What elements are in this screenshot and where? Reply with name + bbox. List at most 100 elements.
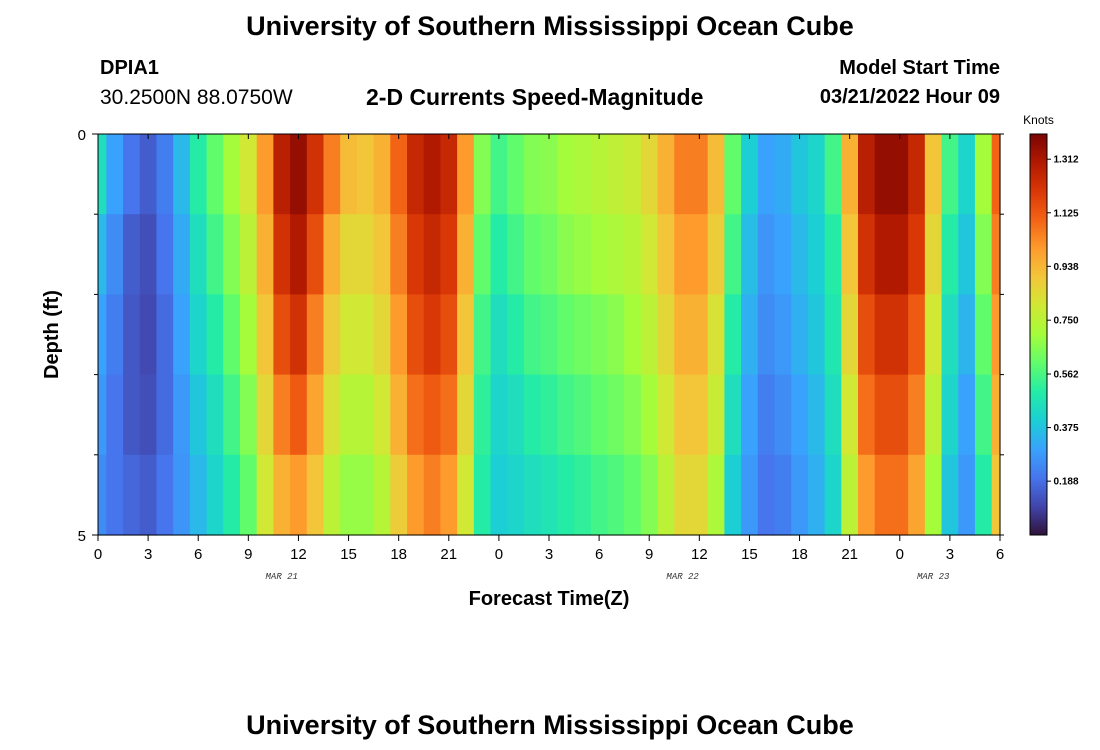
heatmap-cell bbox=[340, 374, 358, 456]
heatmap-cell bbox=[507, 454, 525, 536]
heatmap-cell bbox=[858, 294, 876, 376]
heatmap-cell bbox=[624, 374, 642, 456]
heatmap-cell bbox=[874, 294, 893, 376]
heatmap-cell bbox=[841, 294, 859, 376]
heatmap-cell bbox=[139, 374, 158, 456]
heatmap-cell bbox=[657, 134, 675, 215]
date-label: MAR 22 bbox=[666, 572, 699, 582]
heatmap-cell bbox=[858, 374, 876, 456]
heatmap-cell bbox=[239, 134, 258, 215]
heatmap-cell bbox=[139, 454, 158, 536]
heatmap-cell bbox=[523, 294, 542, 376]
heatmap-cell bbox=[106, 134, 124, 215]
heatmap-cell bbox=[574, 214, 592, 295]
heatmap-cell bbox=[123, 214, 141, 295]
heatmap-cell bbox=[173, 294, 191, 376]
x-tick-label: 6 bbox=[996, 546, 1004, 563]
heatmap-cell bbox=[991, 454, 1001, 536]
heatmap-cell bbox=[958, 454, 976, 536]
heatmap-cell bbox=[373, 454, 391, 536]
heatmap-cell bbox=[490, 134, 508, 215]
colorbar-tick-label: 0.938 bbox=[1053, 262, 1078, 273]
heatmap-cell bbox=[807, 294, 826, 376]
heatmap-cell bbox=[724, 134, 742, 215]
page-title: University of Southern Mississippi Ocean… bbox=[246, 11, 854, 41]
heatmap-cell bbox=[189, 134, 208, 215]
heatmap-cell bbox=[891, 214, 909, 295]
heatmap-cell bbox=[306, 374, 325, 456]
heatmap-cell bbox=[390, 214, 408, 295]
heatmap-cell bbox=[624, 454, 642, 536]
heatmap-cell bbox=[690, 134, 709, 215]
heatmap-cell bbox=[974, 134, 993, 215]
heatmap-cell bbox=[590, 214, 609, 295]
x-tick-label: 3 bbox=[144, 546, 152, 563]
heatmap-cell bbox=[908, 454, 926, 536]
heatmap-cell bbox=[390, 374, 408, 456]
heatmap-cell bbox=[607, 374, 625, 456]
heatmap-cell bbox=[507, 374, 525, 456]
heatmap-cell bbox=[173, 214, 191, 295]
heatmap-cell bbox=[440, 214, 458, 295]
heatmap-cell bbox=[139, 214, 158, 295]
heatmap-cell bbox=[657, 214, 675, 295]
heatmap-cell bbox=[390, 294, 408, 376]
x-tick-label: 6 bbox=[595, 546, 603, 563]
heatmap-cell bbox=[523, 454, 542, 536]
heatmap-cell bbox=[974, 294, 993, 376]
heatmap-cell bbox=[707, 374, 725, 456]
heatmap-cell bbox=[440, 454, 458, 536]
heatmap-cell bbox=[98, 454, 107, 536]
heatmap-cell bbox=[590, 294, 609, 376]
heatmap-cell bbox=[841, 214, 859, 295]
heatmap-cell bbox=[941, 294, 959, 376]
heatmap-cell bbox=[273, 214, 291, 295]
heatmap-cell bbox=[473, 134, 492, 215]
heatmap-cell bbox=[373, 214, 391, 295]
heatmap-cell bbox=[239, 454, 258, 536]
heatmap-cell bbox=[757, 294, 776, 376]
heatmap-cell bbox=[189, 374, 208, 456]
x-tick-label: 18 bbox=[791, 546, 808, 563]
heatmap-cell bbox=[557, 134, 575, 215]
heatmap-cell bbox=[123, 294, 141, 376]
x-tick-label: 12 bbox=[290, 546, 307, 563]
heatmap-cell bbox=[223, 454, 241, 536]
x-tick-label: 21 bbox=[841, 546, 858, 563]
model-start-label: Model Start Time bbox=[839, 57, 1000, 79]
heatmap-cell bbox=[173, 134, 191, 215]
heatmap-cell bbox=[640, 454, 659, 536]
heatmap-cell bbox=[273, 374, 291, 456]
heatmap-cell bbox=[423, 454, 442, 536]
heatmap-cell bbox=[256, 214, 274, 295]
heatmap-cell bbox=[741, 134, 759, 215]
y-tick-label: 0 bbox=[78, 127, 86, 144]
colorbar-units: Knots bbox=[1023, 113, 1054, 127]
footer-title: University of Southern Mississippi Ocean… bbox=[246, 710, 854, 740]
heatmap-cell bbox=[106, 374, 124, 456]
date-label: MAR 23 bbox=[917, 572, 950, 582]
heatmap-cell bbox=[407, 454, 425, 536]
heatmap-cell bbox=[640, 134, 659, 215]
heatmap-cell bbox=[423, 294, 442, 376]
heatmap-cell bbox=[373, 294, 391, 376]
heatmap-cell bbox=[540, 454, 558, 536]
heatmap-cell bbox=[941, 374, 959, 456]
x-tick-label: 21 bbox=[440, 546, 457, 563]
heatmap-cell bbox=[640, 294, 659, 376]
heatmap-cell bbox=[707, 134, 725, 215]
heatmap-cell bbox=[323, 134, 341, 215]
x-tick-label: 0 bbox=[896, 546, 904, 563]
heatmap-cell bbox=[724, 454, 742, 536]
heatmap-cell bbox=[156, 374, 174, 456]
heatmap-cell bbox=[356, 454, 375, 536]
heatmap-cell bbox=[473, 214, 492, 295]
x-tick-label: 15 bbox=[340, 546, 357, 563]
heatmap-cell bbox=[206, 134, 224, 215]
heatmap-cell bbox=[306, 214, 325, 295]
heatmap-cell bbox=[741, 454, 759, 536]
x-tick-label: 9 bbox=[645, 546, 653, 563]
x-tick-label: 15 bbox=[741, 546, 758, 563]
heatmap-cell bbox=[139, 294, 158, 376]
heatmap-cell bbox=[624, 294, 642, 376]
